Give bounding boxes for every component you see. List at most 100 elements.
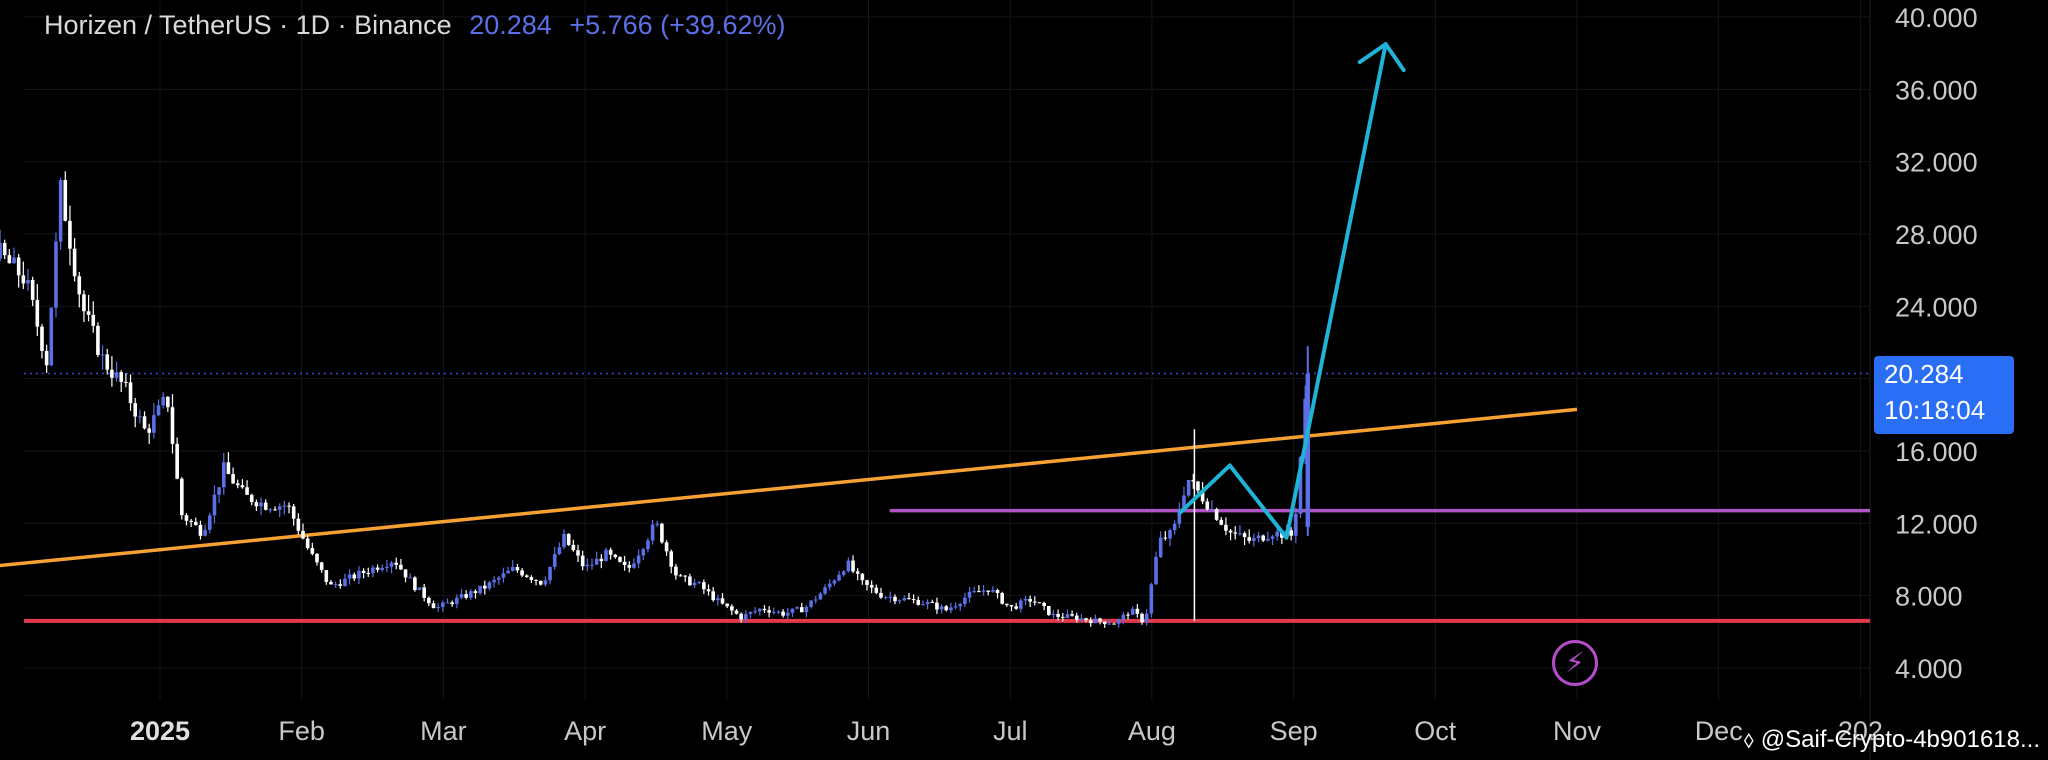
candle-body [678,575,683,577]
candle-body [361,570,366,574]
candle-body [669,551,674,567]
candle-body [594,558,599,565]
candle-body [1116,619,1121,624]
candle-body [203,529,207,536]
candle-body [249,494,254,503]
candle-body [352,574,357,579]
candle-body [818,593,823,600]
candle-body [566,533,571,545]
candle-body [562,533,566,548]
candle-body [1065,614,1070,618]
candle-body [30,279,35,300]
ticker-header: Horizen / TetherUS · 1D · Binance 20.284… [44,10,785,41]
candle-body [100,354,105,356]
candle-body [473,591,478,594]
candle-body [431,603,436,609]
candle-body [441,602,445,608]
candle-body [35,299,40,327]
candle-body [893,596,897,602]
candle-body [12,257,16,264]
candle-body [734,610,739,614]
candle-body [1126,614,1130,616]
candle-body [767,610,771,613]
candle-body [627,565,632,568]
candle-body [189,520,193,522]
candle-body [147,428,151,433]
candle-body [254,502,259,507]
y-tick-label: 16.000 [1895,437,1978,467]
candle-body [44,350,49,366]
candle-body [1135,608,1140,614]
candle-body [958,604,963,607]
candle-body [455,597,459,605]
candle-body [748,612,753,614]
candle-body [343,578,347,587]
candle-body [1242,533,1247,538]
candle-body [212,494,217,516]
symbol-label[interactable]: Horizen / TetherUS · 1D · Binance [44,10,452,40]
candle-body [501,573,506,578]
candle-body [804,606,809,613]
candle-body [170,407,175,444]
candle-body [935,602,939,610]
drawing-lines [0,407,1870,623]
candle-body [580,555,585,567]
candle-body [1074,615,1079,620]
candle-body [879,592,883,598]
candle-body [706,589,711,592]
candle-body [1056,613,1060,617]
candle-body [380,567,385,570]
candle-body [198,524,203,536]
lightning-icon[interactable]: ⚡ [1552,640,1598,686]
candle-body [883,597,888,599]
candle-body [841,571,846,575]
candle-body [207,515,212,530]
candle-body [1144,613,1149,623]
candle-body [389,562,394,567]
candle-body [851,560,855,572]
candle-body [660,523,664,543]
candle-body [650,524,655,541]
candle-body [2,243,7,256]
candle-body [1088,620,1093,624]
candle-body [618,557,622,562]
candle-body [921,604,925,606]
candle-body [72,248,77,277]
candle-body [585,564,590,567]
candle-body [1112,623,1116,625]
candle-body [608,549,613,555]
candle-body [688,576,692,586]
candle-body [874,587,879,593]
x-axis: 2025 Feb Mar Apr May Jun Jul Aug Sep Oct Nov Dec 202 [130,716,1883,746]
candle-body [40,326,44,351]
candle-body [63,180,68,221]
candle-body [576,550,580,556]
candle-body [1238,533,1242,535]
candle-body [1168,530,1172,539]
candle-body [1149,584,1154,614]
candle-body [1028,598,1032,602]
candle-body [1042,602,1046,607]
candle-body [408,577,413,579]
price-change: +5.766 (+39.62%) [569,10,786,40]
candle-body [1130,608,1135,615]
x-tick-label: 2025 [130,716,190,746]
candle-body [664,542,669,552]
candle-body [268,509,273,511]
candle-body [259,502,263,507]
candle-body [1261,535,1266,541]
candle-body [730,606,734,611]
candle-body [277,506,282,510]
candle-body [1247,537,1252,541]
candle-body [226,462,231,475]
candle-body [790,608,795,613]
candle-body [399,564,403,570]
candle-body [1019,600,1023,609]
candle-body [1228,530,1233,533]
candle-body [524,575,529,577]
candle-body [986,590,990,592]
candle-body [977,591,981,593]
candle-body [240,485,245,488]
candle-body [813,599,818,601]
